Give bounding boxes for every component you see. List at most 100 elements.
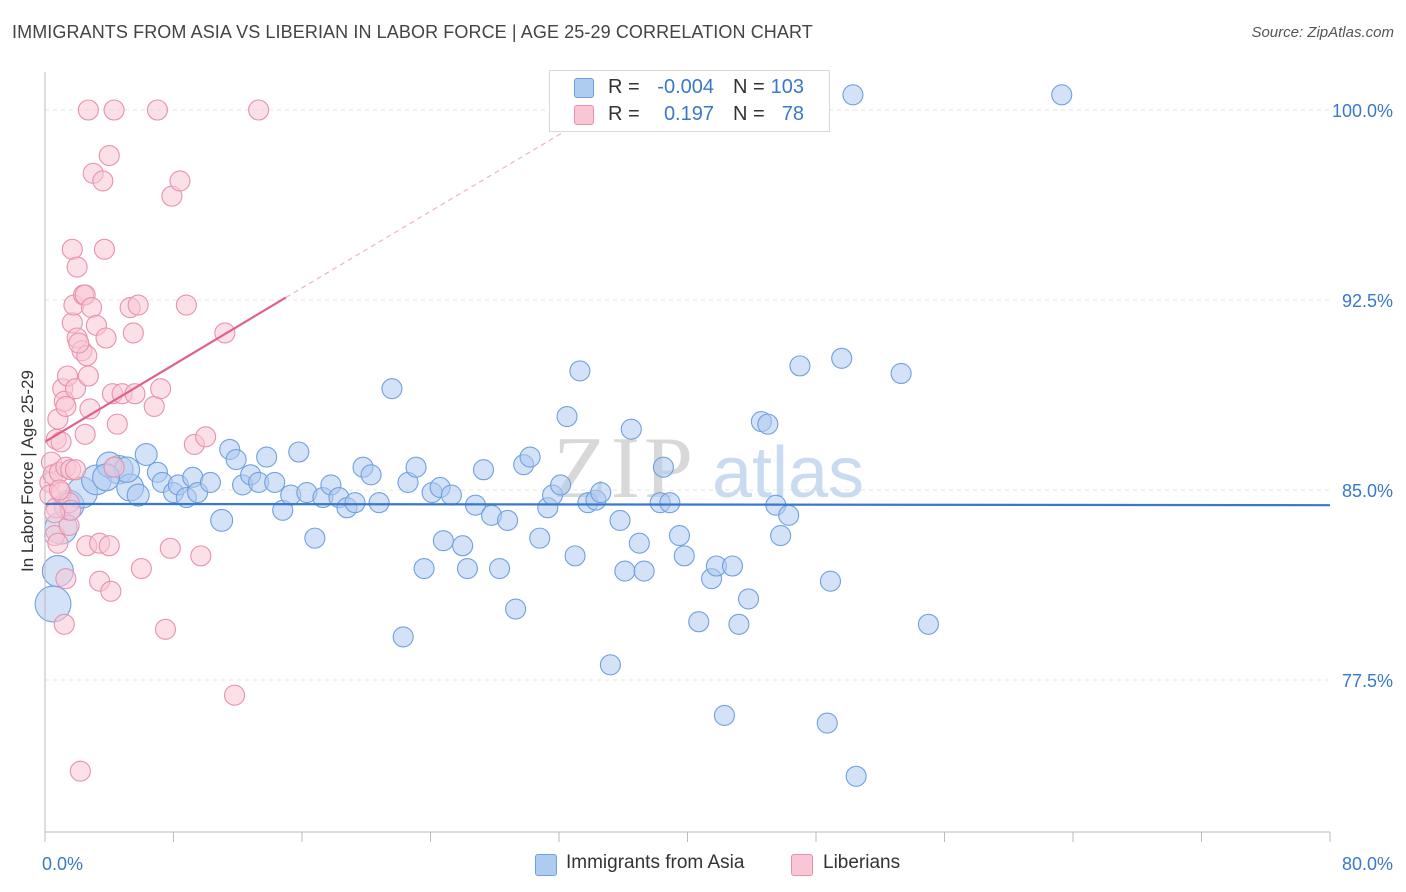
liberian-point xyxy=(190,545,212,567)
y-tick-label: 100.0% xyxy=(1332,101,1393,121)
legend-n-label: N = xyxy=(733,103,765,125)
asia-point xyxy=(614,560,636,582)
legend-n-value: 103 xyxy=(770,76,804,98)
series-legend: Immigrants from Asia Liberians xyxy=(0,852,1406,876)
asia-point xyxy=(134,443,158,467)
asia-point xyxy=(628,532,650,554)
legend-r-value: 0.197 xyxy=(663,103,714,125)
liberian-point xyxy=(47,532,69,554)
gridlines xyxy=(45,109,1330,681)
asia-point xyxy=(225,449,247,471)
liberian-point xyxy=(248,99,270,121)
asia-point xyxy=(599,654,621,676)
liberian-point xyxy=(50,431,72,453)
liberian-point xyxy=(146,99,168,121)
chart-title: IMMIGRANTS FROM ASIA VS LIBERIAN IN LABO… xyxy=(12,22,813,42)
asia-point xyxy=(199,471,221,493)
asia-point xyxy=(405,456,427,478)
asia-point xyxy=(770,525,792,547)
asia-point xyxy=(264,471,286,493)
asia-point xyxy=(778,504,800,526)
asia-point xyxy=(757,413,779,435)
liberian-point xyxy=(98,535,120,557)
legend-row-liberians: R = 0.197 N = 78 xyxy=(550,101,829,127)
asia-point xyxy=(556,405,578,428)
asia-point xyxy=(550,474,572,496)
liberian-point xyxy=(93,238,115,260)
liberian-point xyxy=(68,332,90,354)
asia-point xyxy=(728,613,750,635)
asia-point xyxy=(845,765,867,787)
asia-point xyxy=(489,557,511,580)
asia-point xyxy=(304,527,326,549)
asia-point xyxy=(210,508,234,532)
liberian-point xyxy=(95,327,117,349)
liberian-point xyxy=(81,297,103,319)
liberian-point xyxy=(74,423,96,445)
asia-point xyxy=(472,459,495,481)
legend-swatch-asia xyxy=(535,854,557,876)
asia-point xyxy=(569,360,591,382)
asia-point xyxy=(456,557,478,580)
x-tick-label: 0.0% xyxy=(42,854,83,874)
asia-point xyxy=(432,530,454,552)
liberian-point xyxy=(44,502,66,524)
asia-point xyxy=(360,464,382,486)
liberian-point xyxy=(130,557,152,580)
liberian-point xyxy=(55,568,77,590)
liberian-point xyxy=(98,145,120,167)
asia-point xyxy=(505,598,527,620)
asia-point xyxy=(721,555,744,577)
asia-trend-line xyxy=(44,502,1331,507)
asia-point xyxy=(816,712,838,734)
asia-point xyxy=(256,446,278,468)
liberian-point xyxy=(64,459,87,481)
asia-point xyxy=(497,509,519,531)
legend-r-label: R = xyxy=(608,103,640,125)
asia-point xyxy=(652,456,674,478)
liberian-point xyxy=(175,294,197,316)
liberian-point xyxy=(154,618,177,640)
liberian-point xyxy=(127,294,149,316)
asia-point xyxy=(344,492,366,514)
legend-r-label: R = xyxy=(608,76,640,98)
asia-point xyxy=(368,492,390,514)
liberian-point xyxy=(103,99,125,121)
asia-point xyxy=(819,570,842,592)
asia-point xyxy=(288,441,310,463)
legend-n-value: 78 xyxy=(781,103,804,125)
liberian-point xyxy=(92,170,114,192)
stats-legend: R = -0.004 N = 103 R = 0.197 N = 78 xyxy=(549,70,830,132)
asia-point xyxy=(659,492,681,514)
liberian-trend-extension xyxy=(285,124,576,298)
asia-point xyxy=(633,560,655,582)
asia-point xyxy=(392,626,414,648)
liberian-point xyxy=(195,426,217,448)
legend-n-label: N = xyxy=(733,76,765,98)
asia-point xyxy=(1051,84,1073,106)
watermark-atlas: atlas xyxy=(712,433,864,513)
liberian-point xyxy=(77,99,99,121)
asia-point xyxy=(519,446,541,468)
liberian-point xyxy=(48,479,71,501)
asia-point xyxy=(564,545,586,567)
asia-point xyxy=(713,704,735,727)
axes xyxy=(44,72,1331,842)
asia-point xyxy=(890,362,912,385)
source-label: Source: ZipAtlas.com xyxy=(1251,24,1394,41)
asia-point xyxy=(917,613,939,635)
liberian-point xyxy=(66,256,88,278)
asia-point xyxy=(842,84,864,106)
liberian-point xyxy=(159,537,181,559)
asia-point xyxy=(668,525,691,547)
liberian-point xyxy=(150,378,172,400)
liberian-point xyxy=(61,238,83,260)
liberian-point xyxy=(143,395,165,417)
liberian-point xyxy=(103,456,125,478)
liberian-point xyxy=(223,684,246,706)
asia-point xyxy=(590,481,612,504)
asia-point xyxy=(529,527,551,549)
legend-label-asia: Immigrants from Asia xyxy=(566,852,745,873)
asia-point xyxy=(789,355,811,377)
